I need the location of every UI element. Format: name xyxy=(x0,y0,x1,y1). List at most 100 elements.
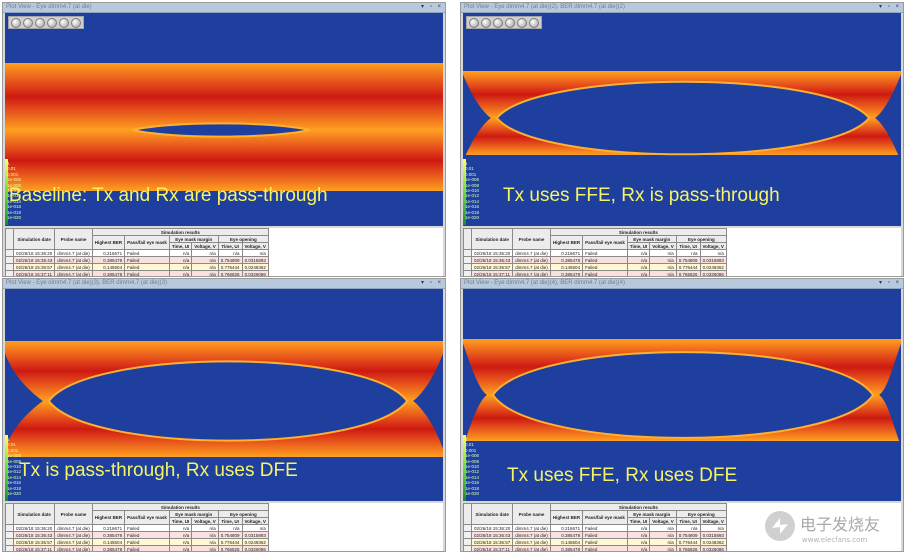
window-title: Plot View - Eye dimm4.7 (at die)(2), BER… xyxy=(461,3,903,13)
table-row[interactable]: 02/26/18 15:36:57 dimm4.7 (at die) 0.145… xyxy=(5,263,269,271)
ber-label: 1e-018 xyxy=(465,485,480,491)
ber-label: 1e-018 xyxy=(465,209,480,215)
cell-date: 02/26/18 15:36:43 xyxy=(12,531,56,539)
table-row[interactable]: 02/26/18 15:36:20 dimm4.7 (at die) 0.216… xyxy=(5,524,269,532)
col-date: Simulation date xyxy=(12,503,56,525)
group-header: Simulation results xyxy=(91,503,269,511)
sub-time: Time, UI xyxy=(217,242,243,250)
ber-label: 0.001 xyxy=(7,171,19,177)
ber-label: 1e-012 xyxy=(465,193,480,199)
ber-scale-labels: 1 0.01 0.001 1e-006 1e-008 1e-010 1e-012 1e-014… xyxy=(465,437,479,496)
ber-scale-labels: 1 0.01 0.001 1e-006 1e-008 1e-010 1e-012 1e-014… xyxy=(7,437,21,496)
ber-colorbar xyxy=(463,435,466,501)
zoom-out-icon[interactable] xyxy=(23,18,33,28)
eye-upper-band xyxy=(5,63,443,130)
cell-margin-time: n/a xyxy=(168,270,193,276)
ber-colorbar xyxy=(463,159,466,225)
table-row[interactable]: 02/26/18 15:36:43 dimm4.7 (at die) 0.385… xyxy=(463,256,727,264)
cell-margin-volt: n/a xyxy=(191,256,219,264)
eye-opening xyxy=(495,80,871,156)
cell-probe: dimm4.7 (at die) xyxy=(512,524,551,532)
ber-label: 1e-010 xyxy=(7,188,22,194)
row-selector xyxy=(463,524,472,532)
table-row[interactable]: 02/26/18 15:36:20 dimm4.7 (at die) 0.216… xyxy=(463,249,727,257)
reset-icon[interactable] xyxy=(505,18,515,28)
camera-icon[interactable] xyxy=(529,18,539,28)
reset-icon[interactable] xyxy=(47,18,57,28)
ber-label: 1e-008 xyxy=(465,458,480,464)
ber-label: 1 xyxy=(7,437,10,442)
cell-pass: Failed xyxy=(124,249,170,257)
sub-voltage: Voltage, V xyxy=(699,517,727,525)
plot-caption: Baseline: Tx and Rx are pass-through xyxy=(9,185,328,206)
cell-ber: 0.216671 xyxy=(549,524,584,532)
table-row[interactable]: 02/26/18 15:37:11 dimm4.7 (at die) 0.385… xyxy=(5,545,269,551)
zoom-in-icon[interactable] xyxy=(11,18,21,28)
table-row[interactable]: 02/26/18 15:36:43 dimm4.7 (at die) 0.385… xyxy=(463,531,727,539)
table-row[interactable]: 02/26/18 15:37:11 dimm4.7 (at die) 0.385… xyxy=(463,545,727,551)
table-row[interactable]: 02/26/18 15:36:20 dimm4.7 (at die) 0.216… xyxy=(463,524,727,532)
row-selector xyxy=(463,531,472,539)
results-table: Simulation date Probe name Simulation resu… xyxy=(463,503,727,551)
watermark-brand: 电子发烧友 xyxy=(800,515,880,534)
cell-opening-time: 0.754809 xyxy=(675,531,701,539)
plot-panel-2: Plot View - Eye dimm4.7 (at die)(2), BER… xyxy=(460,2,904,277)
cell-ber: 0.385478 xyxy=(549,256,584,264)
cell-probe: dimm4.7 (at die) xyxy=(512,538,551,546)
window-controls[interactable]: ▾ ▫ × xyxy=(879,280,901,286)
cell-date: 02/26/18 15:36:57 xyxy=(470,538,514,546)
table-row[interactable]: 02/26/18 15:36:43 dimm4.7 (at die) 0.385… xyxy=(5,256,269,264)
window-controls[interactable]: ▾ ▫ × xyxy=(421,280,443,286)
cell-pass: Failed xyxy=(124,545,170,551)
table-row[interactable]: 02/26/18 15:36:57 dimm4.7 (at die) 0.145… xyxy=(463,263,727,271)
ber-label: 1e-016 xyxy=(465,480,480,486)
cell-probe: dimm4.7 (at die) xyxy=(54,263,93,271)
sub-voltage: Voltage, V xyxy=(241,242,269,250)
pan-icon[interactable] xyxy=(493,18,503,28)
table-row[interactable]: 02/26/18 15:36:20 dimm4.7 (at die) 0.216… xyxy=(5,249,269,257)
table-row[interactable]: 02/26/18 15:36:57 dimm4.7 (at die) 0.145… xyxy=(463,538,727,546)
ber-label: 1e-014 xyxy=(465,474,480,480)
col-ber: Highest BER xyxy=(91,235,126,250)
ber-label: 1e-020 xyxy=(7,215,22,221)
cell-ber: 0.145504 xyxy=(91,263,126,271)
cell-ber: 0.216671 xyxy=(91,249,126,257)
cell-opening-volt: 0.0315893 xyxy=(699,256,727,264)
fit-icon[interactable] xyxy=(59,18,69,28)
table-row[interactable]: 02/26/18 15:37:11 dimm4.7 (at die) 0.385… xyxy=(463,270,727,276)
cell-probe: dimm4.7 (at die) xyxy=(54,538,93,546)
zoom-out-icon[interactable] xyxy=(481,18,491,28)
cell-date: 02/26/18 15:37:11 xyxy=(12,545,56,551)
zoom-in-icon[interactable] xyxy=(469,18,479,28)
cell-opening-volt: 0.0326086 xyxy=(241,545,269,551)
plot-caption: Tx uses FFE, Rx is pass-through xyxy=(503,185,780,206)
camera-icon[interactable] xyxy=(71,18,81,28)
row-selector xyxy=(463,263,472,271)
cell-date: 02/26/18 15:36:20 xyxy=(470,249,514,257)
ber-label: 0.01 xyxy=(465,166,474,172)
cell-margin-time: n/a xyxy=(626,524,651,532)
table-row[interactable]: 02/26/18 15:36:43 dimm4.7 (at die) 0.385… xyxy=(5,531,269,539)
row-selector xyxy=(463,545,472,551)
ber-label: 1e-012 xyxy=(465,469,480,475)
cell-pass: Failed xyxy=(124,538,170,546)
cell-opening-time: 0.766826 xyxy=(675,545,701,551)
window-controls[interactable]: ▾ ▫ × xyxy=(421,4,443,10)
col-probe: Probe name xyxy=(54,503,93,525)
table-row[interactable]: 02/26/18 15:36:57 dimm4.7 (at die) 0.145… xyxy=(5,538,269,546)
cell-ber: 0.385478 xyxy=(91,545,126,551)
sub-voltage: Voltage, V xyxy=(191,517,219,525)
cell-opening-volt: 0.0315893 xyxy=(241,256,269,264)
eye-opening-left-partial xyxy=(463,74,491,162)
plot-caption: Tx uses FFE, Rx uses DFE xyxy=(507,465,738,486)
table-row[interactable]: 02/26/18 15:37:11 dimm4.7 (at die) 0.385… xyxy=(5,270,269,276)
pan-icon[interactable] xyxy=(35,18,45,28)
plot-toolbar xyxy=(466,16,542,29)
fit-icon[interactable] xyxy=(517,18,527,28)
cell-pass: Failed xyxy=(124,531,170,539)
col-opening: Eye opening xyxy=(675,510,727,518)
ber-scale-labels: 1 0.01 0.001 1e-006 1e-008 1e-010 1e-012 1e-014… xyxy=(465,161,479,220)
cell-margin-time: n/a xyxy=(168,538,193,546)
window-controls[interactable]: ▾ ▫ × xyxy=(879,4,901,10)
cell-margin-volt: n/a xyxy=(191,249,219,257)
